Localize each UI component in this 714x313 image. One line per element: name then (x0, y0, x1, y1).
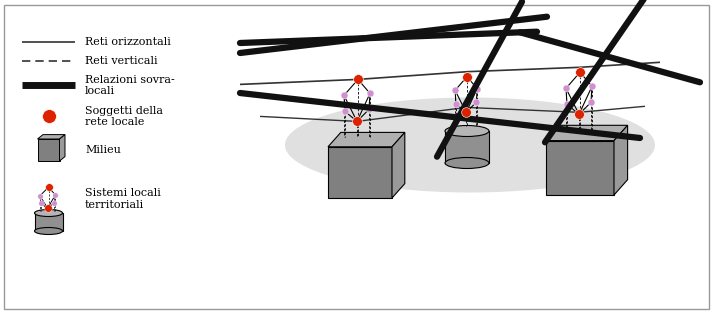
Ellipse shape (34, 228, 63, 234)
Text: Relazioni sovra-: Relazioni sovra- (85, 75, 175, 85)
Polygon shape (546, 141, 614, 195)
Text: territoriali: territoriali (85, 200, 144, 210)
Ellipse shape (285, 98, 655, 192)
Polygon shape (392, 132, 405, 198)
Text: Milieu: Milieu (85, 145, 121, 155)
Text: Reti verticali: Reti verticali (85, 56, 158, 66)
Polygon shape (38, 135, 65, 139)
Polygon shape (546, 125, 628, 141)
Polygon shape (614, 125, 628, 195)
Ellipse shape (445, 157, 489, 168)
Text: locali: locali (85, 86, 115, 96)
Ellipse shape (34, 209, 63, 217)
Polygon shape (445, 131, 489, 163)
Text: Soggetti della: Soggetti della (85, 106, 163, 116)
Polygon shape (38, 139, 59, 161)
Polygon shape (328, 147, 392, 198)
Polygon shape (328, 132, 405, 147)
Polygon shape (59, 135, 65, 161)
Text: Sistemi locali: Sistemi locali (85, 188, 161, 198)
Text: Reti orizzontali: Reti orizzontali (85, 37, 171, 47)
Ellipse shape (445, 126, 489, 136)
Text: rete locale: rete locale (85, 117, 144, 127)
Polygon shape (34, 213, 63, 231)
